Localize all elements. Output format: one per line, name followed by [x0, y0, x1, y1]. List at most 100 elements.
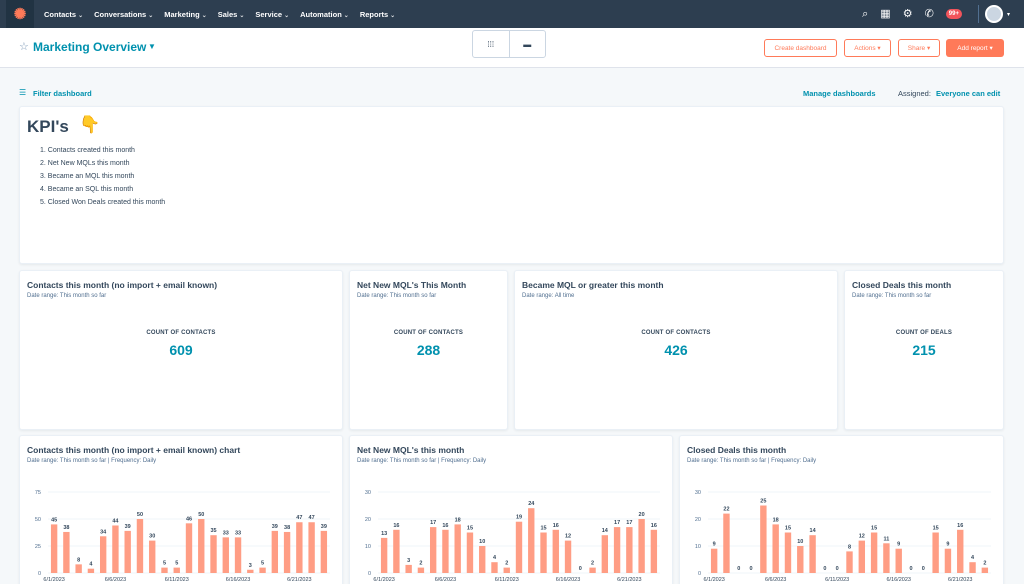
card-title[interactable]: Net New MQL's this month	[357, 445, 465, 455]
bar	[185, 523, 193, 573]
data-label: 0	[750, 566, 753, 572]
search-icon[interactable]: ⌕	[862, 7, 869, 20]
avatar[interactable]	[984, 5, 1003, 23]
bar	[320, 530, 328, 573]
metric-value[interactable]: 288	[416, 342, 441, 358]
assigned-value-link[interactable]: Everyone can edit	[936, 89, 1001, 98]
comment-icon[interactable]: ▬	[523, 39, 532, 49]
nav-contacts[interactable]: Contacts ⌄	[44, 10, 83, 19]
dashboard-title[interactable]: Marketing Overview	[33, 40, 147, 54]
phone-icon[interactable]: ✆	[924, 7, 934, 20]
x-tick-label: 6/16/2023	[886, 577, 910, 583]
y-tick-label: 0	[368, 571, 371, 577]
chevron-down-icon[interactable]: ▾	[1006, 11, 1010, 18]
nav-label: Contacts	[44, 9, 77, 19]
metric-card-contacts: Contacts this month (no import + email k…	[19, 270, 343, 430]
data-label: 45	[51, 517, 57, 523]
data-label: 0	[823, 566, 826, 572]
bar	[932, 532, 939, 573]
hubspot-logo-icon[interactable]: ✺	[6, 0, 34, 28]
data-label: 0	[909, 566, 912, 572]
bar	[626, 527, 633, 573]
bar	[429, 527, 437, 573]
bar	[75, 564, 82, 573]
bar	[296, 522, 303, 573]
data-label: 12	[565, 534, 571, 540]
bar	[883, 543, 890, 573]
data-label: 16	[442, 523, 448, 529]
chart-card-contacts: Contacts this month (no import + email k…	[19, 435, 343, 584]
bar	[417, 567, 425, 573]
nav-marketing[interactable]: Marketing ⌄	[164, 10, 206, 19]
bar	[528, 508, 535, 573]
nav-sales[interactable]: Sales ⌄	[218, 10, 245, 19]
metric-card-closed-deals: Closed Deals this month Date range: This…	[844, 270, 1004, 430]
nav-conversations[interactable]: Conversations ⌄	[94, 10, 153, 19]
data-label: 4	[89, 562, 93, 568]
data-label: 0	[579, 566, 582, 572]
data-label: 2	[419, 561, 422, 567]
data-label: 33	[235, 530, 241, 536]
bar	[552, 529, 559, 573]
metric-value[interactable]: 609	[169, 342, 193, 358]
chevron-down-icon: ⌄	[239, 12, 245, 19]
create-dashboard-button[interactable]: Create dashboard	[764, 39, 837, 57]
x-tick-label: 6/1/2023	[373, 577, 394, 583]
list-item: 4. Became an SQL this month	[40, 186, 134, 193]
card-subtitle: Date range: All time	[522, 293, 575, 299]
data-label: 11	[883, 536, 889, 542]
share-button[interactable]: Share ▾	[898, 39, 940, 57]
x-tick-label: 6/11/2023	[495, 577, 519, 583]
data-label: 16	[957, 523, 963, 529]
x-tick-label: 6/11/2023	[165, 577, 189, 583]
data-label: 13	[381, 531, 387, 537]
bar	[564, 540, 572, 573]
pointing-down-icon: 👇	[79, 115, 101, 134]
metric-value[interactable]: 215	[912, 342, 936, 358]
data-label: 38	[284, 525, 290, 531]
data-label: 50	[137, 512, 143, 518]
share-label: Share	[907, 44, 926, 52]
data-label: 0	[836, 566, 839, 572]
card-title[interactable]: Became MQL or greater this month	[522, 280, 664, 290]
list-item: 1. Contacts created this month	[40, 147, 135, 154]
card-title[interactable]: Contacts this month (no import + email k…	[27, 280, 218, 290]
nav-reports[interactable]: Reports ⌄	[360, 10, 395, 19]
data-label: 0	[737, 566, 740, 572]
add-report-button[interactable]: Add report ▾	[946, 39, 1004, 57]
chevron-down-icon: ⌄	[201, 12, 207, 19]
metric-value[interactable]: 426	[664, 342, 688, 358]
chevron-down-icon[interactable]: ▼	[148, 42, 156, 51]
gear-icon[interactable]: ⚙	[902, 7, 913, 20]
data-label: 16	[651, 523, 657, 529]
card-title[interactable]: Closed Deals this month	[852, 280, 952, 290]
bar-chart-closed-deals: 0 10 20 30 9 22 0 0 25 18 15 10 14 0 0 8 12 15 11 9 0 0 15 9 16 4…	[695, 490, 991, 583]
chevron-down-icon: ⌄	[284, 12, 290, 19]
bar	[638, 519, 645, 573]
star-icon[interactable]: ☆	[19, 41, 29, 53]
filter-dashboard-link[interactable]: Filter dashboard	[33, 89, 92, 98]
bar	[760, 505, 767, 573]
card-title[interactable]: Net New MQL's This Month	[357, 280, 467, 290]
nav-automation[interactable]: Automation ⌄	[300, 10, 349, 19]
y-tick-label: 20	[365, 517, 371, 523]
actions-button[interactable]: Actions ▾	[844, 39, 891, 57]
marketplace-icon[interactable]: ▦	[880, 7, 891, 20]
card-title[interactable]: Contacts this month (no import + email k…	[27, 445, 241, 455]
bar	[222, 537, 229, 573]
grid-view-icon[interactable]: ⁞⁞⁞	[473, 31, 510, 57]
manage-dashboards-link[interactable]: Manage dashboards	[803, 89, 876, 98]
notifications-badge[interactable]: 99+	[945, 9, 962, 19]
data-label: 2	[505, 561, 508, 567]
filter-icon[interactable]: ☰	[19, 88, 27, 97]
x-tick-label: 6/6/2023	[765, 577, 786, 583]
card-subtitle: Date range: This month so far	[852, 293, 932, 299]
bar	[969, 562, 976, 573]
bar	[981, 567, 989, 573]
nav-service[interactable]: Service ⌄	[255, 10, 289, 19]
bar	[149, 540, 156, 573]
bar	[112, 525, 119, 573]
assigned-label: Assigned:	[898, 89, 931, 98]
card-title[interactable]: Closed Deals this month	[687, 445, 787, 455]
